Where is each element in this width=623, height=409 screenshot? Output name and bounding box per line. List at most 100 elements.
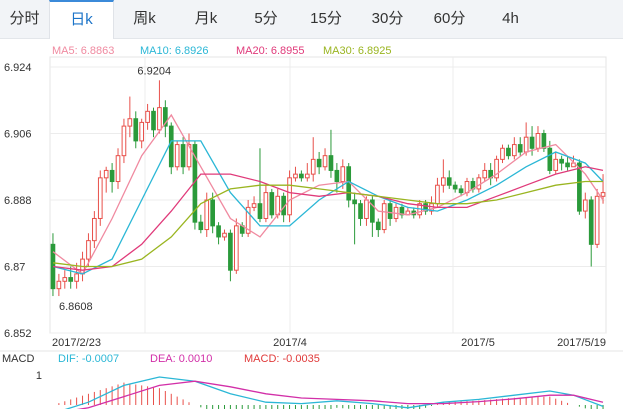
period-tabs: 分时 日k 周k 月k 5分 15分 30分 60分 4h — [0, 0, 623, 39]
candle — [358, 200, 363, 226]
candle — [429, 196, 434, 215]
candle — [168, 122, 174, 175]
x-tick-label: 2017/4 — [273, 337, 307, 349]
min-price-label: 6.8608 — [59, 301, 93, 313]
candle — [370, 196, 375, 237]
tab-8[interactable]: 4h — [502, 10, 519, 27]
candle — [506, 144, 511, 160]
candle — [541, 129, 547, 152]
tab-0[interactable]: 分时 — [9, 10, 40, 27]
candle — [210, 192, 215, 234]
macd-dif-line — [64, 376, 604, 409]
tab-6[interactable]: 30分 — [371, 10, 404, 27]
candle — [517, 137, 523, 156]
kline-chart: 6.924 6.906 6.888 6.87 6.852 2017/2/23 2017/4… — [0, 45, 623, 409]
tab-7[interactable]: 60分 — [433, 10, 466, 27]
tab-5[interactable]: 15分 — [310, 10, 342, 27]
candle — [251, 196, 257, 212]
ma-line-ma10 — [52, 140, 604, 275]
candle — [62, 270, 68, 289]
candle — [233, 218, 239, 274]
macd-legend-item: MACD — [2, 353, 34, 365]
candle — [263, 185, 269, 223]
candle — [74, 262, 79, 289]
candle — [523, 122, 529, 156]
ma-legend-item: MA20: 6.8955 — [236, 45, 305, 57]
candle — [97, 170, 103, 226]
y-tick-label: 6.852 — [4, 328, 32, 340]
y-tick-label: 6.87 — [4, 262, 25, 274]
candle — [287, 170, 292, 223]
candle — [50, 233, 56, 297]
candle — [115, 148, 121, 189]
candle — [375, 218, 381, 237]
candle — [186, 133, 192, 171]
candle — [452, 181, 458, 193]
x-tick-label: 2017/5 — [461, 337, 495, 349]
candle — [145, 103, 150, 130]
candle — [399, 203, 405, 219]
macd-legend-item: DIF: -0.0007 — [58, 353, 119, 365]
candle — [299, 170, 304, 182]
candle — [103, 166, 109, 193]
y-tick-label: 6.888 — [4, 195, 32, 207]
candle — [222, 229, 227, 241]
candle — [269, 188, 275, 219]
candle — [553, 151, 559, 175]
candles — [50, 80, 606, 297]
ma-legend-item: MA10: 6.8926 — [140, 45, 209, 57]
candle — [511, 137, 517, 160]
candle — [86, 233, 91, 267]
y-tick-label: 6.924 — [4, 62, 32, 74]
candle — [310, 137, 316, 182]
tab-1[interactable]: 日k — [49, 0, 114, 39]
candle — [582, 192, 588, 219]
candle — [316, 151, 322, 175]
candle — [446, 170, 452, 189]
candle — [204, 192, 210, 237]
macd-legend-item: MACD: -0.0035 — [244, 353, 320, 365]
candle — [174, 140, 180, 171]
ma-line-ma5 — [52, 113, 604, 275]
ma-legend: MA5: 6.8863 MA10: 6.8926 MA20: 6.8955 MA30:… — [52, 45, 392, 57]
macd-y-tick: 1 — [36, 370, 42, 382]
grid — [0, 56, 623, 352]
x-tick-label: 2017/5/19 — [557, 337, 606, 349]
tab-4[interactable]: 5分 — [254, 10, 278, 27]
candle — [92, 211, 97, 249]
candle — [127, 96, 133, 138]
candle — [441, 159, 446, 193]
y-tick-label: 6.906 — [4, 129, 32, 141]
candle — [500, 144, 505, 164]
candle — [151, 107, 156, 138]
candle — [594, 188, 600, 249]
candle — [121, 118, 127, 164]
candle — [334, 163, 340, 193]
candle — [458, 185, 464, 197]
tab-3[interactable]: 月k — [194, 10, 218, 27]
candle — [133, 111, 139, 149]
candle — [346, 163, 352, 208]
ma-line-ma20 — [52, 166, 604, 271]
candle — [588, 196, 594, 267]
ma-legend-item: MA30: 6.8925 — [323, 45, 392, 57]
ma-line-ma30 — [52, 180, 603, 268]
candle — [535, 126, 541, 152]
candle — [352, 192, 357, 245]
candle — [198, 214, 204, 234]
tab-2[interactable]: 周k — [133, 10, 156, 27]
candle — [216, 222, 221, 245]
candle — [180, 137, 186, 175]
macd-dea-line — [76, 380, 604, 409]
candle — [68, 266, 74, 289]
x-tick-label: 2017/2/23 — [52, 337, 101, 349]
candle — [482, 163, 488, 182]
ma-legend-item: MA5: 6.8863 — [52, 45, 114, 57]
candle — [293, 166, 298, 182]
candle — [139, 118, 145, 149]
candle — [56, 273, 62, 297]
annotations: 6.9204 6.8608 — [59, 65, 171, 313]
candle — [157, 80, 162, 134]
candle — [565, 155, 570, 171]
candle — [245, 200, 251, 237]
